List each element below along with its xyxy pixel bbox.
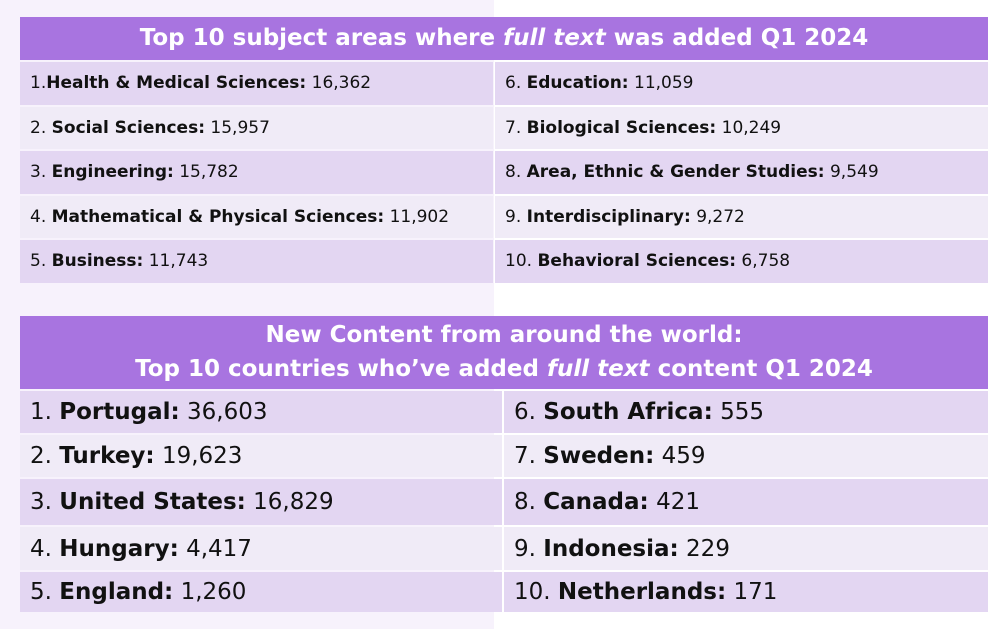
subject-row: 1. Health & Medical Sciences: 16,362 — [20, 62, 493, 105]
subject-value: 11,743 — [148, 251, 209, 272]
subject-name: Behavioral Sciences: — [537, 251, 737, 272]
rank: 8. — [505, 162, 522, 183]
subject-name: Business: — [51, 251, 144, 272]
rank: 2. — [30, 443, 52, 469]
country-row: 5. England: 1,260 — [20, 572, 502, 612]
rank: 3. — [30, 489, 52, 515]
country-value: 229 — [686, 535, 730, 562]
countries-right-column: 6. South Africa: 555 7. Sweden: 459 8. C… — [504, 391, 988, 614]
subject-name: Biological Sciences: — [526, 117, 717, 138]
rank: 5. — [30, 251, 47, 272]
header-text-b: was added Q1 2024 — [605, 25, 869, 51]
rank: 10. — [505, 251, 533, 272]
header-text-a: Top 10 subject areas where — [139, 25, 504, 51]
country-name: Indonesia: — [543, 535, 679, 562]
subject-name: Education: — [526, 73, 629, 94]
subject-value: 11,059 — [634, 73, 694, 94]
country-name: Hungary: — [59, 535, 179, 562]
rank: 2. — [30, 117, 47, 138]
subject-row: 9. Interdisciplinary: 9,272 — [495, 195, 988, 238]
subject-name: Interdisciplinary: — [526, 206, 691, 227]
countries-header-line2: Top 10 countries who’ve added full text … — [20, 352, 988, 386]
country-value: 19,623 — [161, 443, 243, 469]
country-row: 4. Hungary: 4,417 — [20, 527, 502, 570]
country-value: 555 — [720, 399, 764, 425]
country-name: United States: — [59, 489, 246, 515]
subject-value: 11,902 — [389, 206, 450, 227]
country-name: Canada: — [543, 489, 649, 515]
rank: 1. — [30, 73, 47, 94]
subject-areas-panel: Top 10 subject areas where full text was… — [20, 17, 988, 285]
rank: 3. — [30, 162, 47, 183]
subject-name: Engineering: — [51, 162, 174, 183]
subject-row: 10. Behavioral Sciences: 6,758 — [495, 240, 988, 283]
country-value: 171 — [733, 579, 778, 605]
subject-value: 16,362 — [311, 73, 372, 94]
rank: 4. — [30, 206, 47, 227]
country-value: 1,260 — [180, 579, 247, 605]
subject-areas-grid: 1. Health & Medical Sciences: 16,362 2. … — [20, 62, 988, 285]
country-row: 8. Canada: 421 — [504, 479, 988, 525]
country-name: Turkey: — [59, 443, 155, 469]
rank: 9. — [514, 535, 536, 562]
header-text-italic: full text — [546, 356, 650, 382]
countries-panel: New Content from around the world: Top 1… — [20, 316, 988, 614]
rank: 6. — [505, 73, 522, 94]
subject-row: 7. Biological Sciences: 10,249 — [495, 106, 988, 149]
rank: 9. — [505, 206, 522, 227]
header-text-b: content Q1 2024 — [649, 356, 873, 382]
country-value: 16,829 — [253, 489, 334, 515]
rank: 6. — [514, 399, 536, 425]
subject-areas-right-column: 6. Education: 11,059 7. Biological Scien… — [495, 62, 988, 285]
country-name: Netherlands: — [557, 579, 727, 605]
rank: 10. — [514, 579, 551, 605]
subject-areas-header: Top 10 subject areas where full text was… — [20, 17, 988, 60]
subject-name: Health & Medical Sciences: — [46, 73, 307, 94]
country-row: 3. United States: 16,829 — [20, 479, 502, 525]
subject-row: 4. Mathematical & Physical Sciences: 11,… — [20, 195, 493, 238]
rank: 8. — [514, 489, 536, 515]
subject-value: 10,249 — [721, 117, 782, 138]
country-name: South Africa: — [543, 399, 713, 425]
subject-value: 15,957 — [210, 117, 270, 138]
subject-row: 6. Education: 11,059 — [495, 62, 988, 105]
country-value: 36,603 — [187, 399, 268, 425]
header-text-a: Top 10 countries who’ve added — [135, 356, 547, 382]
country-row: 6. South Africa: 555 — [504, 391, 988, 433]
country-row: 7. Sweden: 459 — [504, 435, 988, 477]
country-row: 9. Indonesia: 229 — [504, 527, 988, 570]
rank: 1. — [30, 399, 52, 425]
country-name: Sweden: — [543, 443, 655, 469]
subject-value: 9,549 — [829, 162, 879, 183]
country-row: 1. Portugal: 36,603 — [20, 391, 502, 433]
subject-row: 2. Social Sciences: 15,957 — [20, 106, 493, 149]
country-row: 10. Netherlands: 171 — [504, 572, 988, 612]
countries-grid: 1. Portugal: 36,603 2. Turkey: 19,623 3.… — [20, 391, 988, 614]
subject-value: 6,758 — [741, 251, 791, 272]
subject-name: Social Sciences: — [51, 117, 205, 138]
header-text-italic: full text — [503, 25, 606, 51]
countries-left-column: 1. Portugal: 36,603 2. Turkey: 19,623 3.… — [20, 391, 502, 614]
rank: 7. — [514, 443, 536, 469]
subject-value: 15,782 — [179, 162, 239, 183]
country-value: 421 — [656, 489, 700, 515]
country-value: 459 — [661, 443, 706, 469]
subject-value: 9,272 — [696, 206, 745, 227]
rank: 7. — [505, 117, 522, 138]
subject-name: Mathematical & Physical Sciences: — [51, 206, 385, 227]
country-name: Portugal: — [59, 399, 180, 425]
country-name: England: — [59, 579, 174, 605]
rank: 4. — [30, 535, 52, 562]
country-row: 2. Turkey: 19,623 — [20, 435, 502, 477]
subject-name: Area, Ethnic & Gender Studies: — [526, 162, 825, 183]
country-value: 4,417 — [186, 535, 252, 562]
subject-areas-left-column: 1. Health & Medical Sciences: 16,362 2. … — [20, 62, 493, 285]
countries-header: New Content from around the world: Top 1… — [20, 316, 988, 389]
subject-row: 8. Area, Ethnic & Gender Studies: 9,549 — [495, 151, 988, 194]
countries-header-line1: New Content from around the world: — [265, 322, 743, 348]
subject-row: 3. Engineering: 15,782 — [20, 151, 493, 194]
subject-row: 5. Business: 11,743 — [20, 240, 493, 283]
rank: 5. — [30, 579, 52, 605]
